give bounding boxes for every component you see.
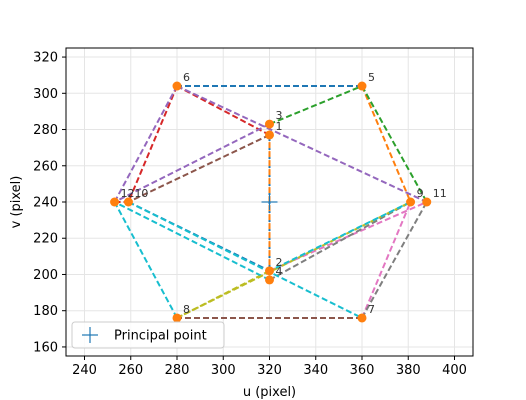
x-axis-label: u (pixel): [243, 385, 296, 400]
segment-7-9: [361, 201, 412, 319]
point-label-6: 6: [183, 71, 190, 84]
point-label-10: 10: [134, 187, 148, 200]
data-points: [110, 81, 432, 323]
point-12: [110, 197, 120, 207]
x-tick-label: 360: [350, 363, 375, 378]
y-tick-label: 220: [33, 232, 58, 247]
segment-5-9: [361, 85, 412, 203]
segment-6-11: [176, 85, 428, 203]
x-tick-label: 400: [442, 363, 467, 378]
point-label-3: 3: [276, 109, 283, 122]
x-tick-label: 300: [211, 363, 236, 378]
segment-3-5: [269, 85, 363, 126]
segment-1-10: [128, 134, 270, 203]
legend-marker-principal-point: [82, 327, 98, 343]
segment-5-11: [361, 85, 428, 203]
point-9: [406, 197, 416, 207]
segment-8-12: [113, 201, 178, 319]
x-tick-label: 320: [257, 363, 282, 378]
y-axis-ticks: 160 180 200 220 240 260 280 300 320: [33, 51, 66, 355]
point-label-8: 8: [183, 303, 190, 316]
point-4: [265, 275, 274, 285]
y-tick-label: 320: [33, 51, 58, 66]
point-label-9: 9: [417, 187, 424, 200]
point-label-2: 2: [276, 256, 283, 269]
point-6: [172, 81, 182, 91]
point-3: [265, 119, 274, 129]
x-axis-ticks: 240 260 280 300 320 340 360 380 400: [72, 356, 467, 378]
y-tick-label: 260: [33, 159, 58, 174]
segment-4-12: [114, 201, 270, 281]
segment-6-10: [127, 85, 178, 203]
segment-3-12: [114, 123, 270, 203]
connecting-lines: [113, 85, 428, 319]
y-tick-label: 160: [33, 340, 58, 355]
y-tick-label: 280: [33, 123, 58, 138]
segment-12-6: [113, 85, 178, 203]
legend: Principal point: [71, 321, 225, 349]
x-tick-label: 280: [165, 363, 190, 378]
point-5: [357, 81, 367, 91]
segment-2-8: [176, 269, 270, 319]
point-1: [265, 130, 274, 140]
point-7: [357, 313, 367, 323]
legend-box: [71, 321, 225, 349]
y-tick-label: 240: [33, 196, 58, 211]
segment-7-11: [361, 201, 428, 319]
point-label-4: 4: [276, 265, 283, 278]
principal-point-marker: [261, 194, 278, 210]
y-tick-label: 180: [33, 304, 58, 319]
legend-entry-principal-point: Principal point: [114, 329, 207, 344]
point-2: [265, 266, 274, 276]
point-8: [172, 313, 182, 323]
x-tick-label: 240: [72, 363, 97, 378]
point-label-1: 1: [276, 120, 283, 133]
segment-10-7: [127, 201, 363, 319]
point-label-7: 7: [368, 303, 375, 316]
y-axis-label: v (pixel): [9, 176, 24, 229]
point-label-5: 5: [368, 71, 375, 84]
segment-2-11: [269, 201, 428, 272]
y-tick-label: 200: [33, 268, 58, 283]
x-tick-label: 380: [396, 363, 421, 378]
point-10: [123, 197, 133, 207]
point-label-11: 11: [433, 187, 447, 200]
y-tick-label: 300: [33, 87, 58, 102]
x-tick-label: 260: [118, 363, 143, 378]
point-label-12: 12: [121, 187, 135, 200]
point-11: [422, 197, 432, 207]
segment-9-2: [269, 201, 412, 272]
x-tick-label: 340: [303, 363, 328, 378]
